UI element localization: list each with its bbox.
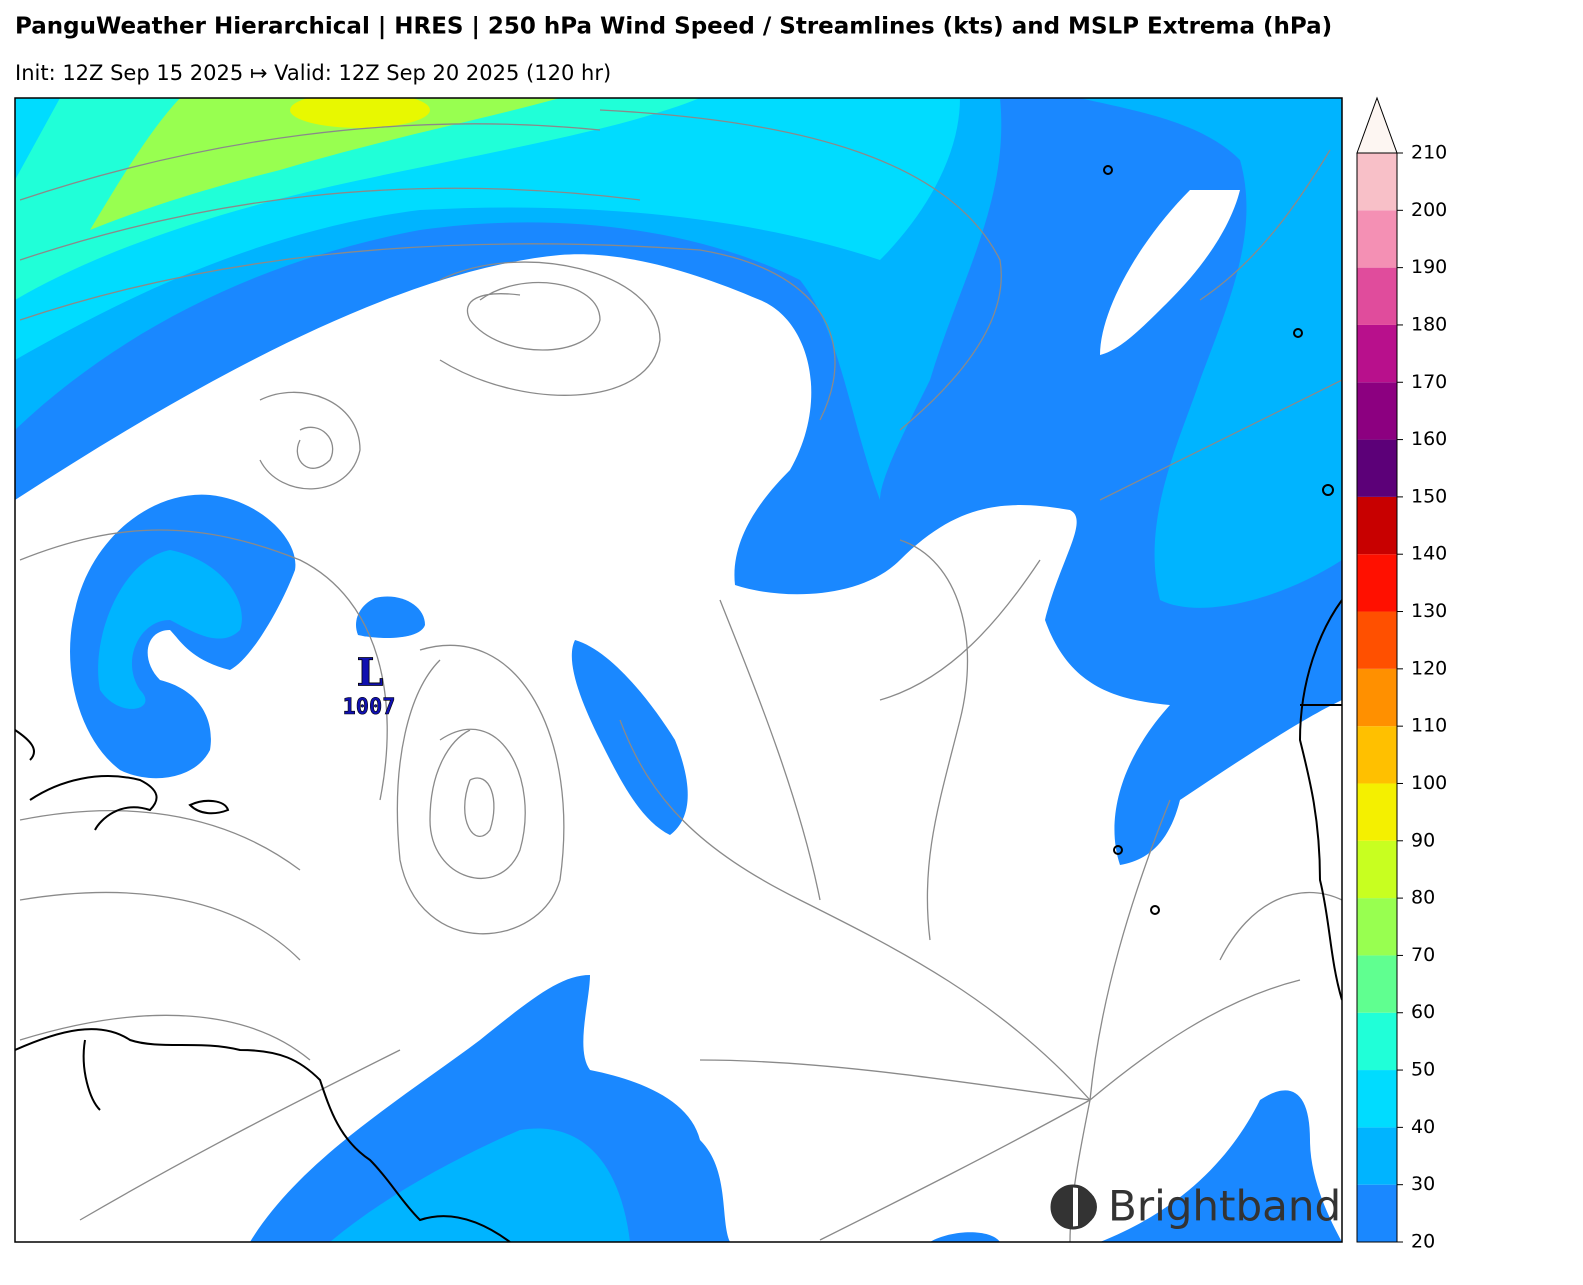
colorbar-segment [1357, 611, 1397, 669]
colorbar-tick-label: 210 [1411, 142, 1447, 164]
colorbar-segment [1357, 1127, 1397, 1185]
jet-core [1080, 98, 1342, 608]
wind-area [1100, 1090, 1342, 1242]
colorbar-segment [1357, 1012, 1397, 1071]
map-frame [14, 97, 1343, 1243]
colorbar-segment [1357, 439, 1397, 497]
colorbar-tick-label: 150 [1411, 485, 1447, 507]
colorbar-segment [1357, 382, 1397, 440]
colorbar-tick-label: 190 [1411, 256, 1447, 278]
colorbar-tick-label: 40 [1411, 1116, 1435, 1138]
colorbar-segment [1357, 898, 1397, 956]
colorbar-tick-label: 170 [1411, 371, 1447, 393]
jet-core [90, 98, 560, 230]
colorbar-segment [1357, 554, 1397, 612]
jet-region [15, 98, 1342, 865]
colorbar-segment [1357, 153, 1397, 211]
colorbar-segment [1357, 783, 1397, 841]
colorbar-segment [1357, 267, 1397, 325]
colorbar-segment [1357, 1070, 1397, 1128]
colorbar-tick-label: 70 [1411, 944, 1435, 966]
colorbar-segment [1357, 496, 1397, 555]
logo: Brightband [1050, 1182, 1341, 1231]
colorbar-segment [1357, 324, 1397, 383]
colorbar-segment [1357, 840, 1397, 899]
wind-area [98, 550, 242, 709]
jet-max [290, 98, 430, 128]
colorbar-segment [1357, 668, 1397, 727]
coastlines [15, 165, 1342, 1242]
wind-area [355, 596, 425, 638]
colorbar-tick-label: 180 [1411, 313, 1447, 335]
colorbar-tick-label: 80 [1411, 887, 1435, 909]
colorbar-segment [1357, 1184, 1397, 1242]
colorbar-tick-label: 20 [1411, 1231, 1435, 1253]
colorbar-tick-label: 120 [1411, 657, 1447, 679]
colorbar-tick-label: 30 [1411, 1173, 1435, 1195]
colorbar-extend [1356, 96, 1398, 154]
colorbar: 20 30 40 50 60 70 80 90 100 110 120 130 140 150 160 170… [1356, 96, 1447, 1253]
colorbar-segment [1357, 726, 1397, 784]
subtitle: Init: 12Z Sep 15 2025 ↦ Valid: 12Z Sep 2… [15, 61, 611, 85]
colorbar-tick-label: 60 [1411, 1001, 1435, 1023]
colorbar-tick-label: 90 [1411, 829, 1435, 851]
logo-text: Brightband [1108, 1182, 1341, 1231]
colorbar-tick-label: 100 [1411, 772, 1447, 794]
wind-area [930, 1232, 1000, 1242]
colorbar-segment [1357, 955, 1397, 1013]
pressure-label: L [357, 650, 384, 695]
colorbar-tick-label: 130 [1411, 600, 1447, 622]
wind-area [571, 640, 688, 835]
colorbar-tick-label: 160 [1411, 428, 1447, 450]
wind-area [330, 1128, 630, 1242]
colorbar-tick-label: 140 [1411, 543, 1447, 565]
calm-area [1100, 190, 1240, 355]
colorbar-segment [1357, 210, 1397, 268]
streamlines [19, 109, 1342, 1242]
colorbar-frame [1356, 152, 1398, 1243]
colorbar-tick-label: 110 [1411, 715, 1447, 737]
title: PanguWeather Hierarchical | HRES | 250 h… [15, 14, 1332, 40]
pressure-value: 1007 [343, 695, 396, 720]
map: L 1007 Brightband [15, 98, 1342, 1242]
colorbar-tick-label: 50 [1411, 1059, 1435, 1081]
colorbar-tick-label: 200 [1411, 199, 1447, 221]
